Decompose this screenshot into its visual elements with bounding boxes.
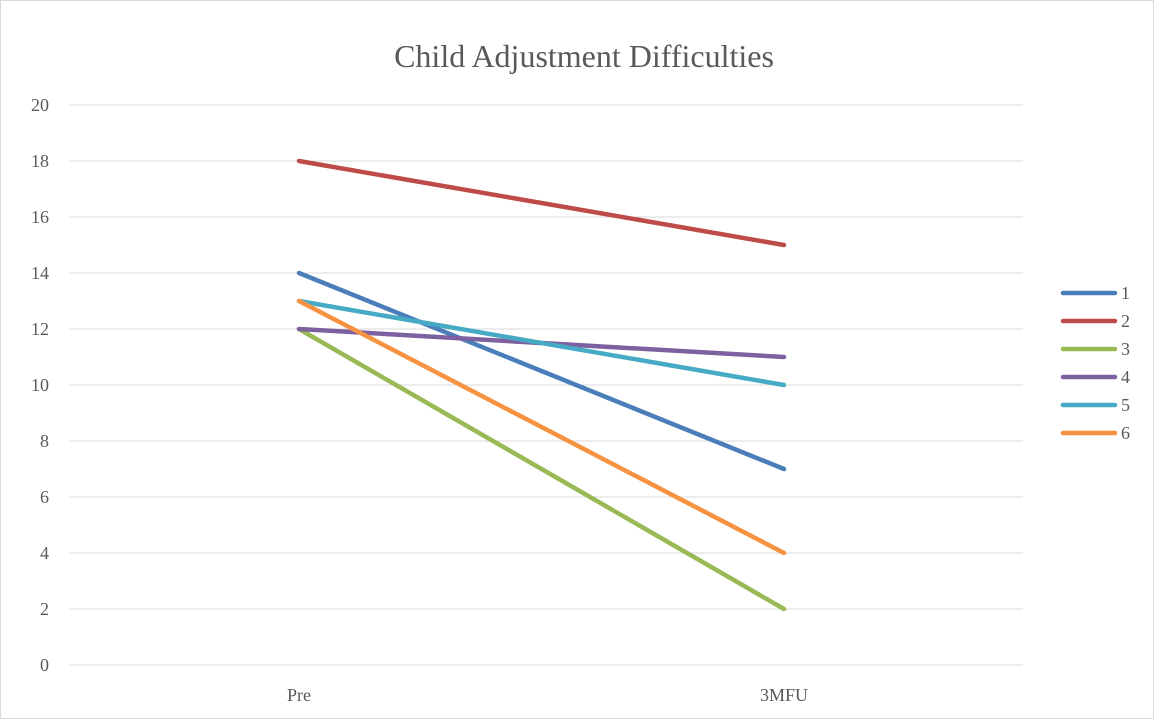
y-tick-label: 18: [31, 151, 49, 171]
legend-label-3: 3: [1121, 339, 1130, 359]
y-tick-label: 0: [40, 655, 49, 675]
series-line-1: [296, 270, 787, 472]
series-line-5: [296, 298, 787, 388]
series-line-2: [296, 158, 787, 248]
y-tick-label: 2: [40, 599, 49, 619]
series-line-6: [296, 298, 787, 556]
x-axis-ticks: Pre 3MFU: [287, 685, 808, 705]
y-tick-label: 20: [31, 95, 49, 115]
y-tick-label: 10: [31, 375, 49, 395]
series-lines: [296, 158, 787, 612]
y-tick-label: 4: [40, 543, 49, 563]
legend-label-2: 2: [1121, 311, 1130, 331]
y-tick-label: 6: [40, 487, 49, 507]
y-axis-ticks: 0 2 4 6 8 10 12 14 16 18 20: [31, 95, 49, 675]
y-tick-label: 16: [31, 207, 49, 227]
legend-label-1: 1: [1121, 283, 1130, 303]
legend: 1 2 3 4 5 6: [1060, 283, 1130, 443]
y-tick-label: 14: [31, 263, 49, 283]
x-tick-label: 3MFU: [760, 685, 808, 705]
y-tick-label: 8: [40, 431, 49, 451]
series-line-3: [296, 326, 787, 612]
legend-label-5: 5: [1121, 395, 1130, 415]
x-tick-label: Pre: [287, 685, 311, 705]
y-tick-label: 12: [31, 319, 49, 339]
chart-title: Child Adjustment Difficulties: [394, 38, 774, 74]
gridlines: [69, 104, 1023, 666]
legend-label-6: 6: [1121, 423, 1130, 443]
legend-label-4: 4: [1121, 367, 1130, 387]
